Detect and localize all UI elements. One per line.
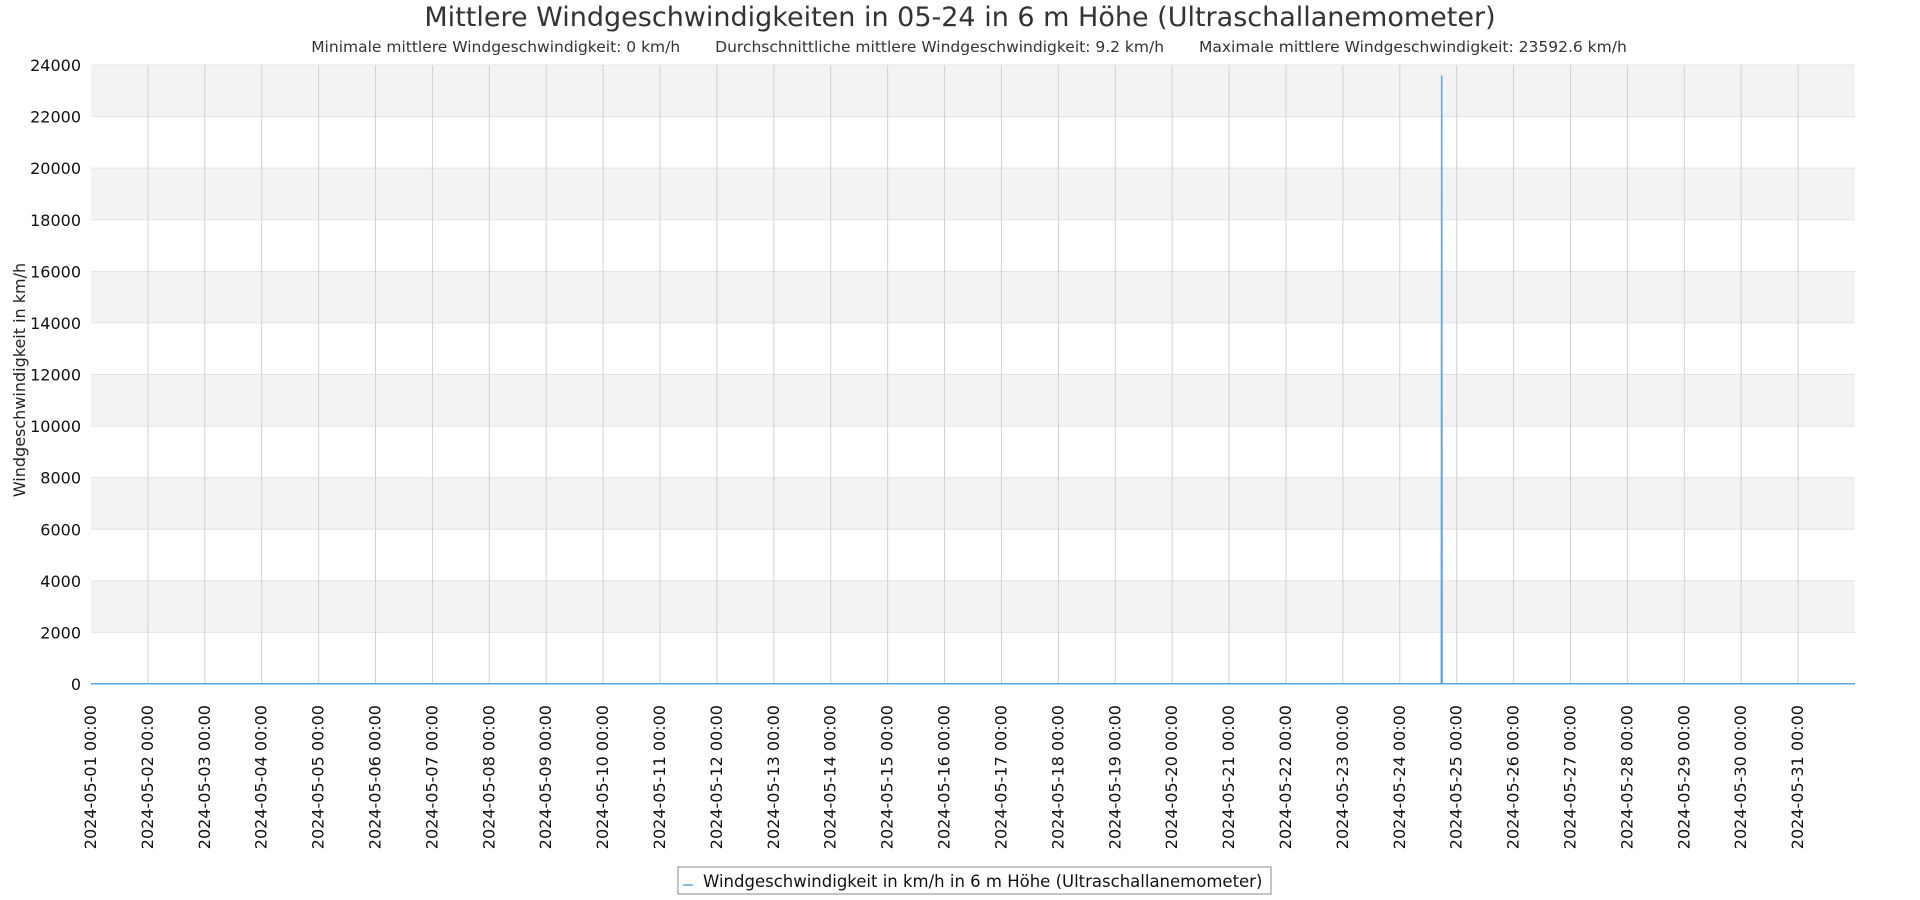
x-tick-label: 2024-05-27 00:00 [1560, 705, 1579, 849]
x-tick-label: 2024-05-04 00:00 [252, 705, 271, 849]
plot-band [91, 271, 1855, 323]
vertical-gridlines [147, 65, 1799, 684]
y-tick-label: 8000 [40, 469, 81, 488]
x-tick-label: 2024-05-08 00:00 [479, 705, 498, 849]
series-line [91, 75, 1855, 685]
plot-band [91, 632, 1855, 684]
y-tick-label: 20000 [30, 159, 81, 178]
subtitle-min: Minimale mittlere Windgeschwindigkeit: 0… [311, 38, 680, 56]
x-tick-label: 2024-05-11 00:00 [650, 705, 669, 849]
plot-band [91, 65, 1855, 117]
series-layer [91, 75, 1855, 685]
x-tick-label: 2024-05-23 00:00 [1333, 705, 1352, 849]
plot-band [91, 116, 1855, 169]
plot-band [91, 477, 1855, 530]
subtitle-max: Maximale mittlere Windgeschwindigkeit: 2… [1199, 38, 1627, 56]
x-tick-label: 2024-05-01 00:00 [81, 705, 100, 849]
y-tick-label: 16000 [30, 262, 81, 281]
y-tick-label: 10000 [30, 417, 81, 436]
x-tick-label: 2024-05-15 00:00 [878, 705, 897, 849]
y-tick-label: 24000 [30, 56, 81, 75]
x-tick-label: 2024-05-02 00:00 [138, 705, 157, 849]
plot-band [91, 580, 1855, 633]
x-tick-label: 2024-05-03 00:00 [195, 705, 214, 849]
x-tick-label: 2024-05-22 00:00 [1276, 705, 1295, 849]
x-tick-label: 2024-05-24 00:00 [1390, 705, 1409, 849]
plot-band [91, 529, 1855, 581]
x-tick-label: 2024-05-20 00:00 [1162, 705, 1181, 849]
chart-title: Mittlere Windgeschwindigkeiten in 05-24 … [424, 2, 1495, 33]
subtitle-avg: Durchschnittliche mittlere Windgeschwind… [715, 38, 1164, 56]
x-tick-label: 2024-05-07 00:00 [422, 705, 441, 849]
plot-band [91, 168, 1855, 220]
chart-subtitle: Minimale mittlere Windgeschwindigkeit: 0… [311, 38, 1627, 56]
x-tick-label: 2024-05-26 00:00 [1504, 705, 1523, 849]
plot-band [91, 374, 1855, 427]
x-tick-label: 2024-05-14 00:00 [821, 705, 840, 849]
x-tick-label: 2024-05-29 00:00 [1674, 705, 1693, 849]
y-tick-label: 22000 [30, 108, 81, 127]
x-tick-label: 2024-05-25 00:00 [1447, 705, 1466, 849]
plot-band [91, 426, 1855, 478]
x-tick-label: 2024-05-17 00:00 [991, 705, 1010, 849]
legend-label: Windgeschwindigkeit in km/h in 6 m Höhe … [703, 872, 1262, 891]
x-tick-label: 2024-05-28 00:00 [1617, 705, 1636, 849]
x-tick-label: 2024-05-09 00:00 [536, 705, 555, 849]
x-tick-label: 2024-05-10 00:00 [593, 705, 612, 849]
plot-band [91, 322, 1855, 375]
y-tick-label: 0 [71, 675, 81, 694]
x-tick-label: 2024-05-19 00:00 [1105, 705, 1124, 849]
legend[interactable]: Windgeschwindigkeit in km/h in 6 m Höhe … [677, 866, 1272, 895]
x-tick-label: 2024-05-16 00:00 [935, 705, 954, 849]
y-tick-label: 12000 [30, 366, 81, 385]
x-tick-label: 2024-05-12 00:00 [707, 705, 726, 849]
x-tick-label: 2024-05-05 00:00 [309, 705, 328, 849]
x-tick-label: 2024-05-06 00:00 [366, 705, 385, 849]
x-tick-label: 2024-05-30 00:00 [1731, 705, 1750, 849]
y-axis-label: Windgeschwindigkeit in km/h [10, 263, 29, 497]
y-tick-label: 18000 [30, 211, 81, 230]
x-tick-label: 2024-05-21 00:00 [1219, 705, 1238, 849]
y-tick-label: 6000 [40, 520, 81, 539]
plot-background-bands [91, 64, 1855, 685]
y-tick-label: 2000 [40, 623, 81, 642]
y-axis: 0 2000 4000 6000 8000 10000 12000 14000 16000 180… [30, 56, 81, 694]
x-tick-label: 2024-05-31 00:00 [1788, 705, 1807, 849]
x-axis: 2024-05-01 00:00 2024-05-02 00:00 2024-05-… [81, 705, 1807, 849]
x-tick-label: 2024-05-13 00:00 [764, 705, 783, 849]
legend-box [677, 866, 1272, 895]
y-tick-label: 14000 [30, 314, 81, 333]
x-tick-label: 2024-05-18 00:00 [1048, 705, 1067, 849]
plot-band [91, 219, 1855, 272]
y-tick-label: 4000 [40, 572, 81, 591]
